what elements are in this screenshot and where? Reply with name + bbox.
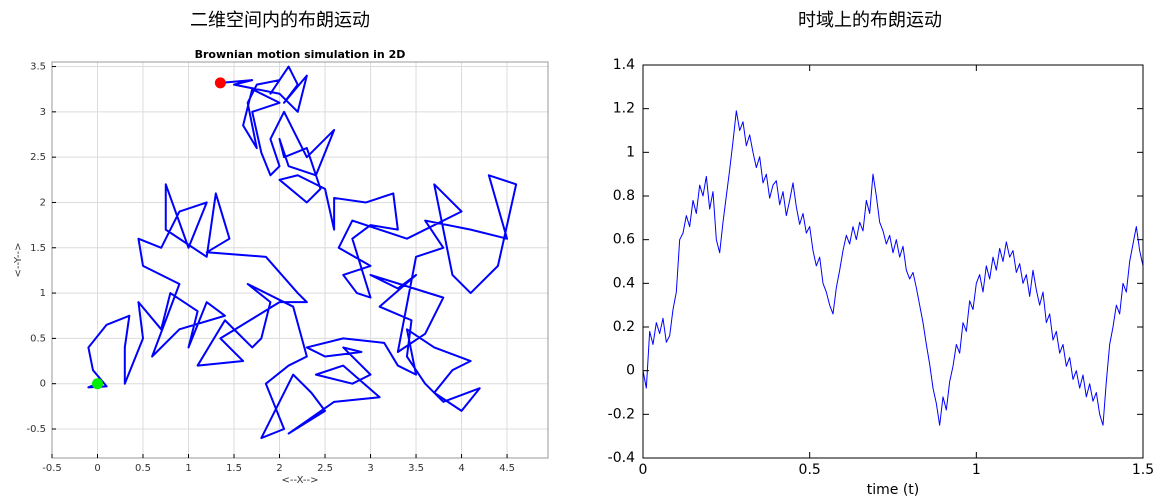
x-tick-label: 1 (185, 463, 191, 474)
chart-heading: 时域上的布朗运动 (798, 10, 942, 31)
x-tick-label: 2 (276, 463, 282, 474)
x-tick-label: 0.5 (799, 462, 821, 478)
y-tick-label: -0.5 (26, 424, 46, 435)
y-tick-label: -0.4 (608, 450, 635, 466)
x-tick-label: -0.5 (42, 463, 62, 474)
plot-frame (51, 61, 549, 459)
x-tick-label: 3.5 (408, 463, 424, 474)
y-axis-label: <--Y--> (13, 243, 24, 278)
plot-frame (642, 64, 1144, 459)
x-tick-label: 3 (367, 463, 373, 474)
y-tick-label: 1.2 (613, 101, 635, 117)
y-tick-label: 3.5 (30, 62, 46, 73)
end-point (214, 77, 226, 89)
x-tick-label: 1.5 (1132, 462, 1154, 478)
y-tick-label: 1.4 (613, 57, 635, 73)
y-tick-label: 2.5 (30, 152, 46, 163)
y-tick-label: 2 (40, 197, 46, 208)
y-tick-label: -0.2 (608, 406, 635, 422)
start-point (92, 378, 104, 390)
y-tick-label: 0.6 (613, 232, 635, 248)
y-tick-label: 0.5 (30, 333, 46, 344)
chart-title: Brownian motion simulation in 2D (195, 48, 406, 61)
data-line (87, 65, 518, 440)
y-tick-label: 0.2 (613, 319, 635, 335)
y-tick-label: 0.4 (613, 275, 635, 291)
y-tick-label: 0 (40, 379, 46, 390)
y-tick-label: 3 (40, 107, 46, 118)
x-tick-label: 4.5 (499, 463, 515, 474)
x-axis-label: time (t) (867, 482, 920, 498)
x-tick-label: 1 (972, 462, 981, 478)
y-tick-label: 1 (40, 288, 46, 299)
x-tick-label: 1.5 (226, 463, 242, 474)
y-tick-label: 0 (626, 363, 635, 379)
x-axis-label: <--X--> (281, 475, 318, 486)
data-line (642, 110, 1144, 426)
x-tick-label: 2.5 (317, 463, 333, 474)
y-tick-label: 0.8 (613, 188, 635, 204)
y-tick-label: 1 (626, 144, 635, 160)
y-tick-label: 1.5 (30, 243, 46, 254)
x-tick-label: 4 (458, 463, 464, 474)
x-tick-label: 0 (94, 463, 100, 474)
x-tick-label: 0 (639, 462, 648, 478)
chart-heading: 二维空间内的布朗运动 (190, 10, 370, 31)
x-tick-label: 0.5 (135, 463, 151, 474)
